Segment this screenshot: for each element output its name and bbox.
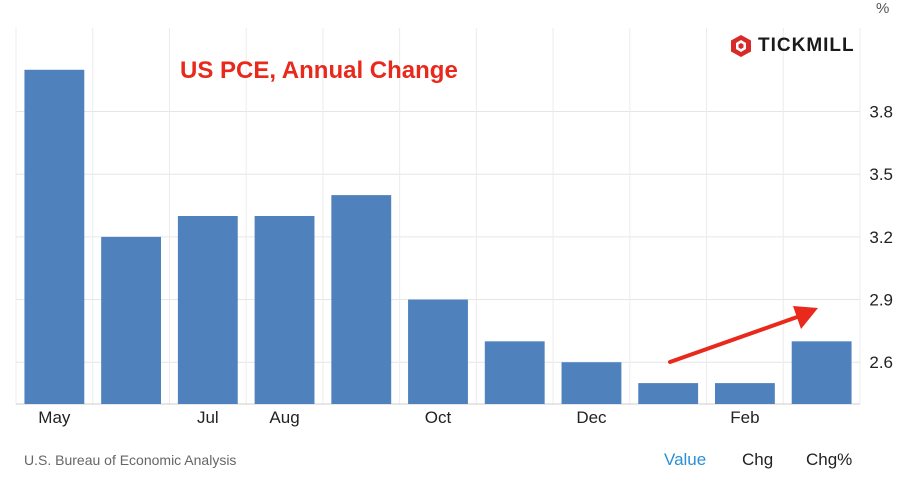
bar-dec[interactable] bbox=[561, 362, 622, 404]
bar-aug[interactable] bbox=[254, 216, 315, 404]
bar-jul[interactable] bbox=[177, 216, 238, 404]
source-label: U.S. Bureau of Economic Analysis bbox=[24, 452, 237, 468]
chart-title: US PCE, Annual Change bbox=[180, 57, 458, 84]
x-tick-label: Oct bbox=[425, 408, 452, 427]
tab-chg-pct[interactable]: Chg% bbox=[806, 450, 853, 469]
x-tick-label: Dec bbox=[576, 408, 607, 427]
tab-chg[interactable]: Chg bbox=[742, 450, 774, 469]
trend-arrow-icon bbox=[668, 306, 818, 364]
y-tick-label: 3.5 bbox=[869, 165, 893, 184]
bar-oct[interactable] bbox=[408, 299, 468, 404]
x-tick-label: Aug bbox=[269, 408, 299, 427]
bar-jan[interactable] bbox=[638, 383, 699, 404]
bar-nov[interactable] bbox=[484, 341, 545, 404]
bar-mar[interactable] bbox=[791, 341, 852, 404]
x-tick-label: Jul bbox=[197, 408, 219, 427]
logo-text: TICKMILL bbox=[758, 35, 855, 56]
bar-jun[interactable] bbox=[101, 236, 162, 404]
y-tick-label: 3.8 bbox=[869, 103, 893, 122]
y-tick-label: 2.6 bbox=[869, 353, 893, 372]
pce-bar-chart: May Jul Aug Oct Dec Feb 2.6 2.9 3.2 3.5 3.8 US PC… bbox=[15, 28, 893, 427]
y-tick-label: 3.2 bbox=[869, 228, 893, 247]
tickmill-logo: TICKMILL bbox=[730, 34, 855, 58]
x-tick-label: May bbox=[38, 408, 71, 427]
tab-value[interactable]: Value bbox=[664, 450, 707, 469]
unit-label: % bbox=[876, 0, 890, 17]
bar-may[interactable] bbox=[24, 69, 85, 405]
bar-sep[interactable] bbox=[331, 195, 392, 404]
y-tick-label: 2.9 bbox=[869, 291, 893, 310]
tickmill-logo-icon bbox=[731, 35, 751, 57]
bar-feb[interactable] bbox=[714, 383, 775, 404]
x-tick-label: Feb bbox=[730, 408, 759, 427]
